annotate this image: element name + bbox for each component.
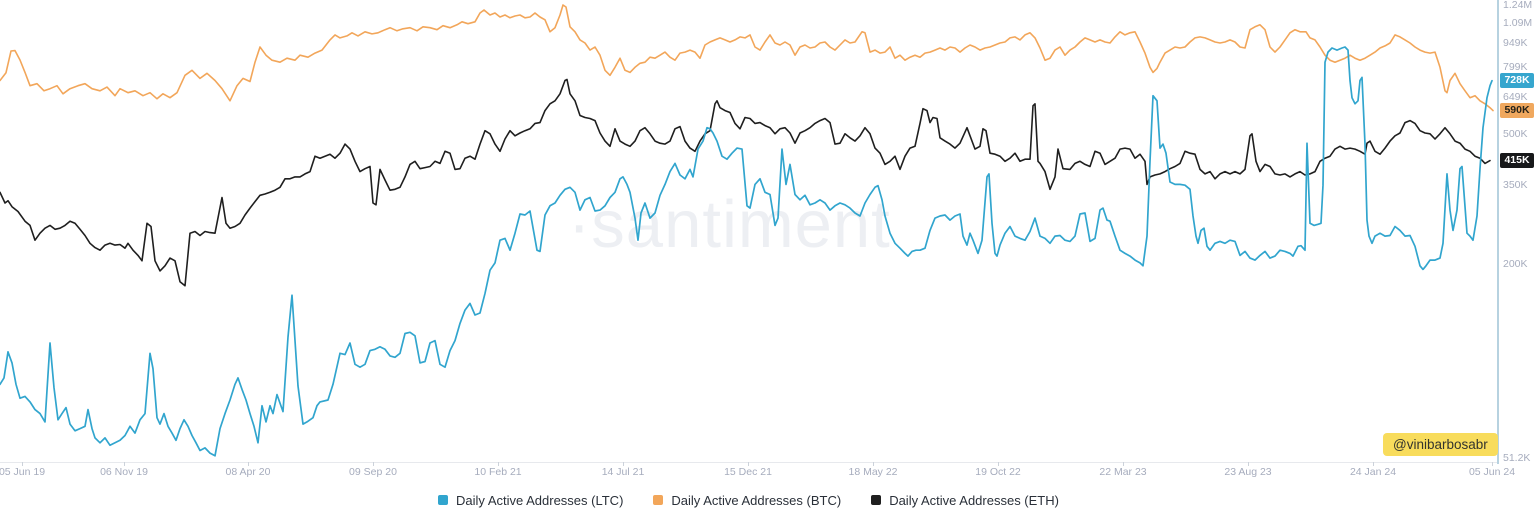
y-tick-label: 649K xyxy=(1503,91,1528,104)
legend-swatch-btc xyxy=(653,495,664,505)
santiment-watermark: ·santiment xyxy=(568,187,891,262)
legend-item-btc[interactable]: Daily Active Addresses (BTC) xyxy=(653,493,841,508)
y-tick-label: 1.24M xyxy=(1503,0,1533,11)
series-line-eth xyxy=(0,78,1491,287)
y-tick-label: 799K xyxy=(1503,61,1528,74)
x-tick-mark xyxy=(1248,462,1249,466)
y-tick-label: 1.09M xyxy=(1503,17,1533,30)
legend-item-ltc[interactable]: Daily Active Addresses (LTC) xyxy=(438,493,623,508)
x-tick-mark xyxy=(873,462,874,466)
legend: Daily Active Addresses (LTC) Daily Active… xyxy=(0,490,1497,510)
x-tick-mark xyxy=(623,462,624,466)
series-line-ltc xyxy=(0,46,1493,457)
x-tick-mark xyxy=(1123,462,1124,466)
x-tick-label: 05 Jun 19 xyxy=(0,466,46,478)
last-value-badge-ltc: 728K xyxy=(1500,73,1534,89)
y-axis-line xyxy=(1497,0,1499,464)
legend-swatch-ltc xyxy=(438,495,449,505)
x-tick-mark xyxy=(498,462,499,466)
x-tick-label: 18 May 22 xyxy=(848,466,898,478)
x-tick-mark xyxy=(998,462,999,466)
x-tick-label: 24 Jan 24 xyxy=(1349,466,1397,478)
x-tick-label: 14 Jul 21 xyxy=(601,466,645,478)
x-tick-label: 19 Oct 22 xyxy=(975,466,1021,478)
x-tick-mark xyxy=(1492,462,1493,466)
x-tick-label: 08 Apr 20 xyxy=(225,466,271,478)
x-tick-mark xyxy=(22,462,23,466)
x-tick-label: 15 Dec 21 xyxy=(724,466,772,478)
x-tick-mark xyxy=(373,462,374,466)
x-tick-label: 23 Aug 23 xyxy=(1224,466,1272,478)
x-tick-mark xyxy=(1373,462,1374,466)
x-tick-mark xyxy=(248,462,249,466)
attribution-badge: @vinibarbosabr xyxy=(1383,433,1498,456)
x-tick-mark xyxy=(748,462,749,466)
x-tick-label: 06 Nov 19 xyxy=(100,466,148,478)
last-value-badge-btc: 590K xyxy=(1500,103,1534,119)
legend-label: Daily Active Addresses (BTC) xyxy=(671,492,842,508)
legend-label: Daily Active Addresses (ETH) xyxy=(889,492,1059,508)
y-tick-label: 51.2K xyxy=(1503,452,1531,465)
legend-swatch-eth xyxy=(871,495,882,505)
y-tick-label: 200K xyxy=(1503,258,1528,271)
y-tick-label: 500K xyxy=(1503,128,1528,141)
y-tick-label: 949K xyxy=(1503,37,1528,50)
x-tick-mark xyxy=(124,462,125,466)
y-tick-label: 350K xyxy=(1503,178,1528,191)
x-tick-label: 05 Jun 24 xyxy=(1468,466,1516,478)
legend-item-eth[interactable]: Daily Active Addresses (ETH) xyxy=(871,493,1059,508)
x-tick-label: 10 Feb 21 xyxy=(474,466,522,478)
legend-label: Daily Active Addresses (LTC) xyxy=(456,492,624,508)
last-value-badge-eth: 415K xyxy=(1500,153,1534,169)
series-line-btc xyxy=(0,4,1494,112)
x-tick-label: 09 Sep 20 xyxy=(349,466,397,478)
x-tick-label: 22 Mar 23 xyxy=(1099,466,1147,478)
